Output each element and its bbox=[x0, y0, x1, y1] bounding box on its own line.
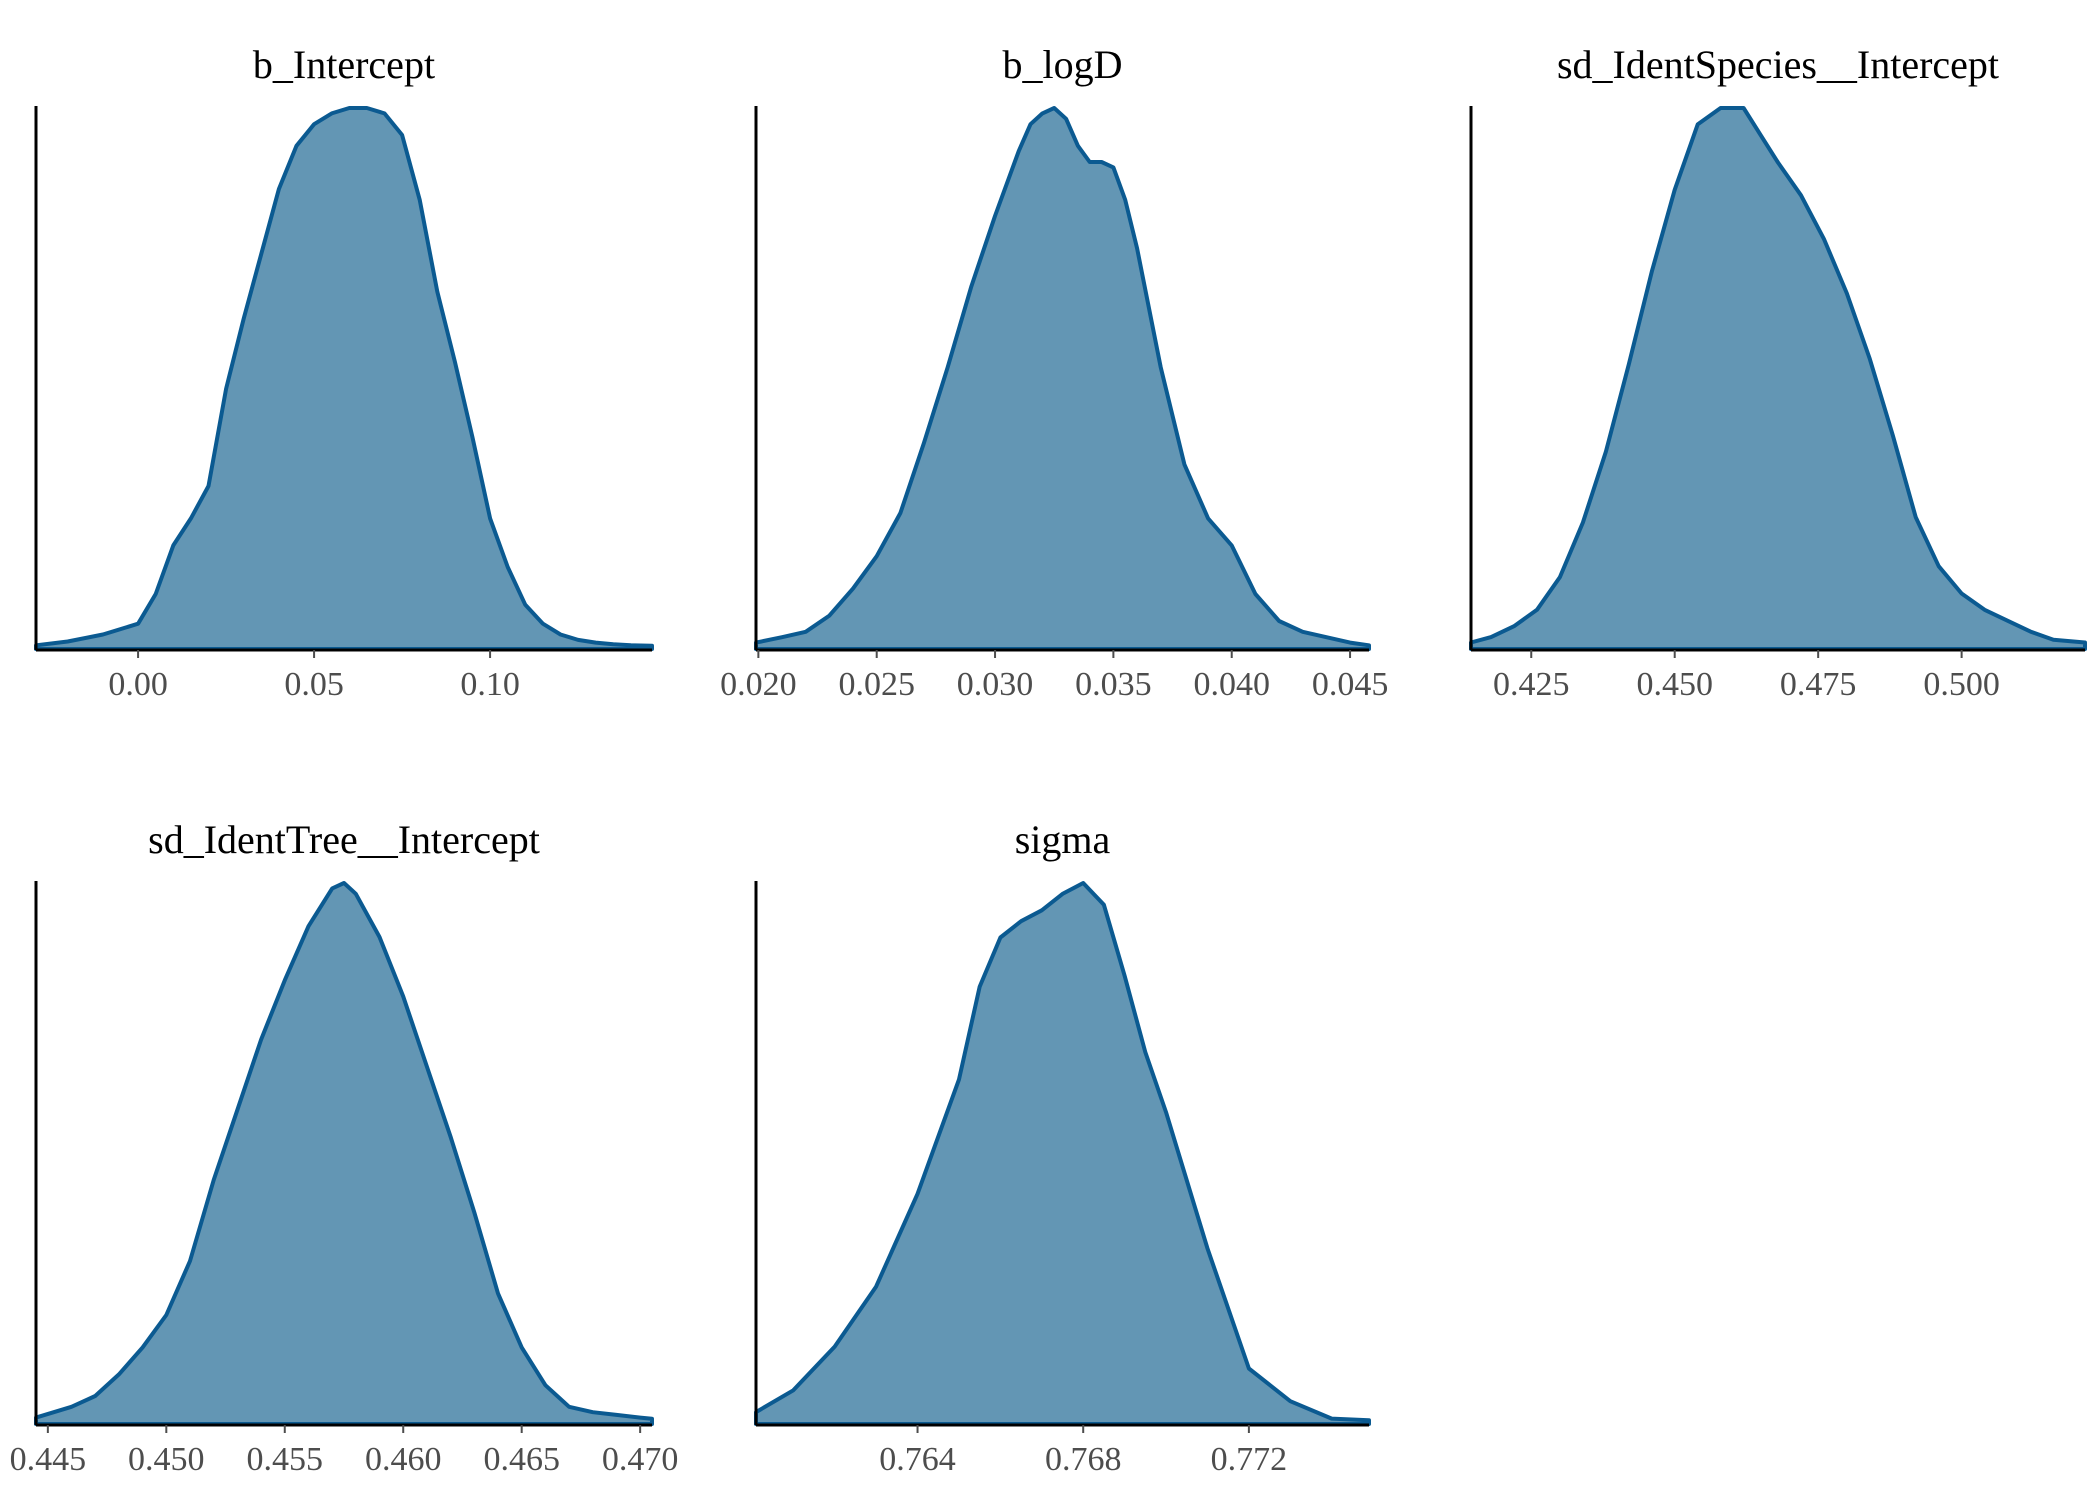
panel-5: sigma 0.764 0.768 0.772 bbox=[754, 817, 1371, 1478]
x-tick-label: 0.425 bbox=[1493, 666, 1570, 703]
x-tick-label: 0.768 bbox=[1045, 1441, 1122, 1478]
x-tick-label: 0.045 bbox=[1312, 666, 1389, 703]
x-tick-label: 0.500 bbox=[1923, 666, 2000, 703]
panel-title: sd_IdentTree__Intercept bbox=[148, 817, 540, 862]
panel-2: b_logD 0.020 0.025 0.030 0.035 0.040 0.045 bbox=[720, 42, 1388, 703]
x-tick-label: 0.445 bbox=[10, 1441, 87, 1478]
x-tick-label: 0.10 bbox=[460, 666, 520, 703]
x-tick-label: 0.465 bbox=[483, 1441, 560, 1478]
panel-1: b_Intercept 0.00 0.05 0.10 bbox=[34, 42, 654, 703]
x-tick-label: 0.450 bbox=[1636, 666, 1713, 703]
x-tick-label: 0.035 bbox=[1075, 666, 1152, 703]
x-tick-label: 0.460 bbox=[365, 1441, 442, 1478]
density-curve bbox=[754, 106, 1371, 651]
panel-title: b_logD bbox=[1003, 42, 1123, 87]
x-tick-label: 0.030 bbox=[957, 666, 1034, 703]
x-tick-label: 0.025 bbox=[838, 666, 915, 703]
x-tick-label: 0.05 bbox=[284, 666, 344, 703]
density-curve bbox=[34, 106, 654, 651]
x-tick-label: 0.772 bbox=[1211, 1441, 1288, 1478]
x-tick-label: 0.475 bbox=[1780, 666, 1857, 703]
panel-title: sigma bbox=[1015, 817, 1111, 862]
panel-4: sd_IdentTree__Intercept 0.445 0.450 0.455 0.… bbox=[10, 817, 679, 1478]
x-tick-label: 0.764 bbox=[879, 1441, 956, 1478]
x-tick-label: 0.455 bbox=[247, 1441, 324, 1478]
x-tick-label: 0.470 bbox=[602, 1441, 679, 1478]
density-curve bbox=[754, 881, 1371, 1426]
density-curve bbox=[34, 881, 654, 1426]
x-tick-label: 0.450 bbox=[128, 1441, 205, 1478]
panel-title: sd_IdentSpecies__Intercept bbox=[1557, 42, 1999, 87]
density-curve bbox=[1469, 106, 2087, 651]
x-tick-label: 0.040 bbox=[1193, 666, 1270, 703]
panel-3: sd_IdentSpecies__Intercept 0.425 0.450 0.47… bbox=[1469, 42, 2087, 703]
panel-title: b_Intercept bbox=[253, 42, 435, 87]
x-tick-label: 0.020 bbox=[720, 666, 797, 703]
x-tick-label: 0.00 bbox=[108, 666, 168, 703]
